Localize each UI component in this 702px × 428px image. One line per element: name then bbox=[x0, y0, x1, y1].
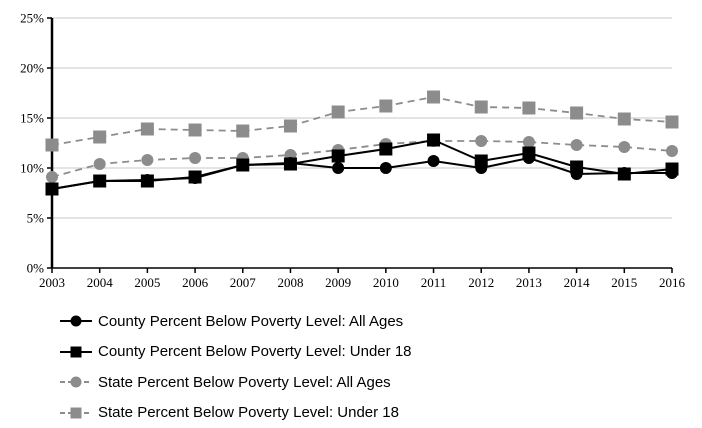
x-tick-label: 2010 bbox=[373, 275, 399, 290]
data-point bbox=[617, 112, 631, 126]
data-point bbox=[474, 100, 488, 114]
y-tick-label: 0% bbox=[27, 261, 45, 276]
data-point bbox=[474, 154, 488, 168]
legend-swatch-county-all-ages bbox=[60, 315, 92, 327]
data-point bbox=[617, 167, 631, 181]
series-group bbox=[45, 90, 679, 196]
data-point bbox=[140, 122, 154, 136]
y-tick-label: 20% bbox=[20, 61, 44, 76]
x-tick-label: 2004 bbox=[87, 275, 114, 290]
data-point bbox=[188, 170, 202, 184]
series-3 bbox=[45, 90, 679, 152]
data-point bbox=[141, 154, 154, 166]
data-point bbox=[283, 157, 297, 171]
x-tick-label: 2016 bbox=[659, 275, 686, 290]
legend-swatch-state-under-18 bbox=[60, 407, 92, 419]
legend-swatch-state-all-ages bbox=[60, 376, 92, 388]
series-line bbox=[51, 140, 673, 178]
grid-lines bbox=[52, 17, 672, 219]
legend-item-state-all-ages: State Percent Below Poverty Level: All A… bbox=[58, 367, 412, 398]
data-point bbox=[522, 101, 536, 115]
data-point bbox=[522, 146, 536, 160]
series-line bbox=[51, 138, 673, 190]
legend-label: County Percent Below Poverty Level: Unde… bbox=[98, 343, 412, 361]
data-point bbox=[46, 171, 58, 183]
data-point bbox=[189, 152, 202, 164]
y-tick-label: 25% bbox=[20, 11, 44, 26]
data-point bbox=[93, 158, 106, 170]
data-point bbox=[331, 149, 345, 163]
data-point bbox=[93, 130, 107, 144]
x-tick-label: 2009 bbox=[325, 275, 351, 290]
data-point bbox=[379, 99, 393, 113]
legend-label: State Percent Below Poverty Level: Under… bbox=[98, 404, 399, 422]
x-tick-label: 2006 bbox=[182, 275, 209, 290]
data-point bbox=[618, 141, 631, 153]
data-point bbox=[570, 106, 584, 120]
legend-label: State Percent Below Poverty Level: All A… bbox=[98, 373, 391, 391]
x-tick-label: 2008 bbox=[277, 275, 303, 290]
data-point bbox=[379, 162, 392, 174]
line-chart: 0%5%10%15%20%25% 2003 2004 2005 2006 2007 200… bbox=[20, 11, 686, 291]
legend-label: County Percent Below Poverty Level: All … bbox=[98, 312, 404, 330]
series-1 bbox=[45, 133, 679, 196]
legend: County Percent Below Poverty Level: All … bbox=[58, 306, 412, 428]
x-tick-label: 2015 bbox=[611, 275, 637, 290]
data-point bbox=[570, 139, 583, 151]
data-point bbox=[522, 136, 535, 148]
legend-swatch-county-under-18 bbox=[60, 346, 92, 358]
data-point bbox=[427, 155, 440, 167]
data-point bbox=[570, 160, 584, 174]
data-point bbox=[236, 124, 250, 138]
data-point bbox=[331, 105, 345, 119]
y-tick-label: 5% bbox=[27, 211, 45, 226]
data-point bbox=[379, 142, 393, 156]
data-point bbox=[45, 182, 59, 196]
data-point bbox=[140, 174, 154, 188]
x-tick-label: 2011 bbox=[421, 275, 447, 290]
legend-item-county-under-18: County Percent Below Poverty Level: Unde… bbox=[58, 337, 412, 368]
x-tick-label: 2013 bbox=[516, 275, 542, 290]
data-point bbox=[332, 162, 345, 174]
x-tick-label: 2012 bbox=[468, 275, 494, 290]
series-2 bbox=[46, 135, 678, 183]
x-tick-label: 2014 bbox=[564, 275, 591, 290]
data-point bbox=[666, 145, 678, 157]
y-tick-label: 10% bbox=[20, 161, 44, 176]
series-0 bbox=[46, 152, 678, 195]
data-point bbox=[236, 158, 250, 172]
data-point bbox=[427, 90, 441, 104]
x-tick-label: 2007 bbox=[230, 275, 257, 290]
data-point bbox=[188, 123, 202, 137]
x-axis-ticks: 2003 2004 2005 2006 2007 2008 2009 2010 2011 2012… bbox=[39, 268, 686, 290]
series-line bbox=[51, 96, 673, 146]
data-point bbox=[665, 115, 679, 129]
data-point bbox=[665, 162, 679, 176]
data-point bbox=[45, 138, 59, 152]
data-point bbox=[283, 119, 297, 133]
legend-item-county-all-ages: County Percent Below Poverty Level: All … bbox=[58, 306, 412, 337]
x-tick-label: 2003 bbox=[39, 275, 65, 290]
x-tick-label: 2005 bbox=[134, 275, 160, 290]
data-point bbox=[475, 135, 488, 147]
y-tick-label: 15% bbox=[20, 111, 44, 126]
data-point bbox=[93, 174, 107, 188]
data-point bbox=[427, 133, 441, 147]
legend-item-state-under-18: State Percent Below Poverty Level: Under… bbox=[58, 398, 412, 428]
